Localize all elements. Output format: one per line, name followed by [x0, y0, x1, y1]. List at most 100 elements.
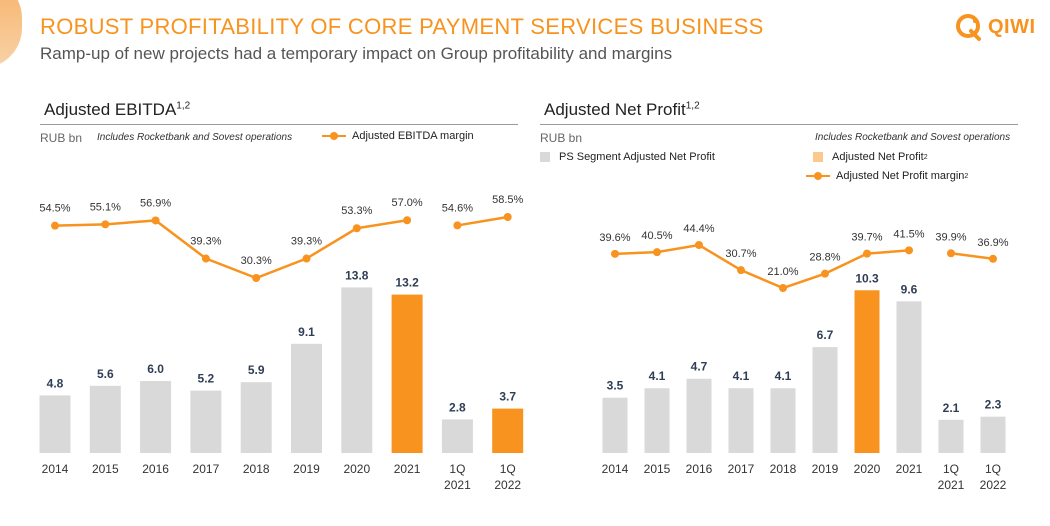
ebitda-margin-label: 54.6% [442, 202, 473, 214]
net-profit-category-label: 2021 [896, 462, 923, 476]
ebitda-bar-value-label: 2.8 [449, 400, 466, 414]
net-profit-bar-value-label: 4.7 [691, 360, 708, 374]
net-profit-margin-point [863, 249, 871, 258]
netprofit-legend-anp-sup: 2 [923, 153, 928, 161]
page-subtitle: Ramp-up of new projects had a temporary … [40, 44, 673, 63]
line-marker-swatch [806, 171, 830, 181]
ebitda-bar [341, 287, 373, 453]
netprofit-unit: RUB bn [540, 131, 583, 145]
ebitda-bar-value-label: 13.2 [395, 276, 419, 290]
ebitda-margin-point [101, 220, 110, 229]
net-profit-margin-line [614, 243, 910, 290]
net-profit-margin-label: 44.4% [683, 223, 714, 235]
net-profit-category-label: 2017 [728, 462, 755, 476]
ebitda-bar-value-label: 6.0 [147, 362, 164, 376]
ebitda-category-label: 2017 [193, 462, 220, 476]
ebitda-bar-value-label: 9.1 [298, 325, 315, 339]
ebitda-category-label: 2014 [42, 462, 69, 476]
ebitda-category-label: 2016 [142, 462, 169, 476]
netprofit-legend-ps: PS Segment Adjusted Net Profit [540, 151, 715, 163]
ebitda-category-label: 2020 [343, 462, 370, 476]
netprofit-legend-margin-sup: 2 [964, 172, 969, 180]
ebitda-margin-label: 57.0% [391, 197, 422, 209]
ebitda-note: Includes Rocketbank and Sovest operation… [97, 132, 293, 143]
ebitda-margin-point [151, 216, 160, 225]
net-profit-bar [644, 388, 670, 453]
ebitda-bar [240, 382, 272, 453]
net-profit-bar-value-label: 9.6 [901, 282, 918, 296]
net-profit-margin-label: 28.8% [809, 252, 840, 264]
ebitda-margin-point [503, 213, 512, 221]
net-profit-margin-point [653, 248, 661, 257]
ebitda-category-label: 1Q [449, 462, 465, 476]
net-profit-bar [602, 397, 628, 453]
net-profit-bar [896, 301, 922, 453]
ebitda-legend-margin: Adjusted EBITDA margin [322, 130, 474, 142]
net-profit-bar-value-label: 3.5 [607, 379, 624, 393]
net-profit-margin-point [737, 266, 745, 275]
ebitda-bar-value-label: 5.6 [97, 367, 114, 381]
ebitda-bar [391, 294, 423, 453]
net-profit-margin-point [905, 246, 913, 255]
ebitda-margin-label: 54.5% [39, 203, 70, 215]
ebitda-bar [492, 408, 524, 453]
ebitda-margin-line [457, 215, 508, 227]
net-profit-bar-value-label: 2.1 [943, 401, 960, 415]
net-profit-margin-label: 36.9% [977, 237, 1008, 249]
ebitda-category-label: 2022 [494, 478, 521, 492]
netprofit-legend-ps-label: PS Segment Adjusted Net Profit [559, 151, 715, 163]
ebitda-bar [39, 395, 71, 453]
net-profit-margin-label: 39.7% [851, 232, 882, 244]
net-profit-category-label: 2020 [854, 462, 881, 476]
netprofit-title-sup: 1,2 [685, 100, 700, 112]
ebitda-category-label: 2021 [394, 462, 421, 476]
netprofit-title-rule [540, 124, 1018, 125]
net-profit-category-label: 2016 [686, 462, 713, 476]
net-profit-bar-value-label: 4.1 [733, 369, 750, 383]
net-profit-bar-value-label: 10.3 [855, 271, 879, 285]
net-profit-margin-point [779, 284, 787, 292]
ebitda-category-label: 2019 [293, 462, 320, 476]
ebitda-title-rule [40, 124, 518, 125]
net-profit-bar [770, 388, 796, 453]
ebitda-bar-value-label: 5.9 [248, 363, 265, 377]
net-profit-category-label: 2019 [812, 462, 839, 476]
ebitda-category-label: 1Q [500, 462, 516, 476]
ebitda-unit: RUB bn [40, 131, 83, 145]
ebitda-category-label: 2021 [444, 478, 471, 492]
net-profit-category-label: 2021 [938, 478, 965, 492]
orange-bar-swatch [813, 152, 823, 162]
net-profit-bar [980, 416, 1006, 453]
qiwi-logo-text: QIWI [988, 15, 1036, 38]
net-profit-bar [812, 347, 838, 453]
net-profit-bar [938, 419, 964, 453]
net-profit-bar-value-label: 4.1 [775, 369, 792, 383]
ebitda-bar [140, 381, 172, 453]
ebitda-bar [190, 390, 222, 453]
net-profit-category-label: 2022 [980, 478, 1007, 492]
ebitda-bar [291, 343, 322, 453]
netprofit-legend-anp: Adjusted Net Profit 2 [813, 151, 928, 163]
ebitda-margin-label: 39.3% [291, 236, 322, 248]
ebitda-bar-value-label: 13.8 [345, 268, 369, 282]
page-title: ROBUST PROFITABILITY OF CORE PAYMENT SER… [40, 14, 764, 39]
ebitda-margin-point [302, 254, 311, 263]
net-profit-margin-point [611, 249, 619, 258]
line-marker-swatch [322, 131, 346, 141]
ebitda-margin-point [51, 221, 59, 230]
ebitda-margin-point [252, 274, 261, 282]
net-profit-margin-label: 39.6% [599, 232, 630, 244]
net-profit-category-label: 2015 [644, 462, 671, 476]
net-profit-margin-label: 41.5% [893, 228, 924, 240]
ebitda-title-sup: 1,2 [176, 100, 191, 112]
ebitda-title-text: Adjusted EBITDA [44, 100, 177, 119]
netprofit-panel-title: Adjusted Net Profit1,2 [544, 100, 700, 120]
net-profit-bar-value-label: 2.3 [985, 398, 1002, 412]
net-profit-bar [686, 378, 712, 453]
ebitda-bar-value-label: 3.7 [499, 390, 516, 404]
ebitda-margin-label: 58.5% [492, 194, 523, 206]
ebitda-margin-point [403, 216, 412, 225]
ebitda-margin-label: 56.9% [140, 197, 171, 209]
ebitda-margin-point [352, 224, 361, 233]
netprofit-legend-margin-label: Adjusted Net Profit margin [836, 170, 965, 182]
